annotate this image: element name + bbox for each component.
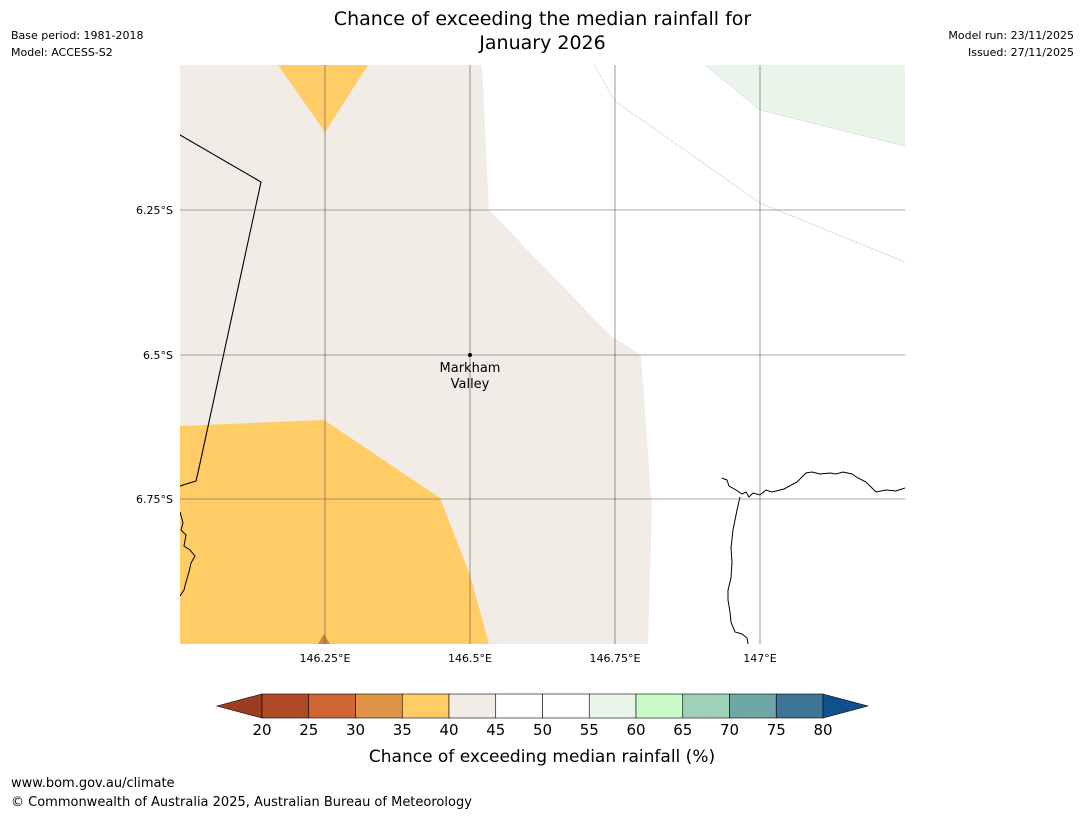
colorbar-tick-label: 40 <box>439 721 458 739</box>
base-period: Base period: 1981-2018 <box>11 29 144 42</box>
lon-label: 146.75°E <box>590 652 641 665</box>
colorbar-tick-label: 50 <box>533 721 552 739</box>
colorbar-tick-label: 25 <box>299 721 318 739</box>
model-run: Model run: 23/11/2025 <box>948 29 1074 42</box>
title-line-1: Chance of exceeding the median rainfall … <box>333 8 752 30</box>
colorbar-tick-label: 55 <box>580 721 599 739</box>
colorbar-tick-label: 80 <box>813 721 832 739</box>
colorbar-band <box>308 693 356 719</box>
region-30-35 <box>318 634 330 644</box>
region-35-40-north <box>278 65 368 132</box>
footer: www.bom.gov.au/climate © Commonwealth of… <box>11 774 472 812</box>
colorbar-band <box>635 693 684 719</box>
issued-date: Issued: 27/11/2025 <box>967 46 1074 59</box>
colorbar-band <box>261 693 310 719</box>
lat-label: 6.75°S <box>136 493 173 506</box>
model-name: Model: ACCESS-S2 <box>11 46 113 59</box>
lon-label: 147°E <box>743 652 776 665</box>
coastline-east <box>721 471 905 644</box>
colorbar-tick-label: 65 <box>673 721 692 739</box>
footer-url: www.bom.gov.au/climate <box>11 776 175 791</box>
chart-title: Chance of exceeding the median rainfall … <box>0 7 1085 55</box>
colorbar-tick-label: 35 <box>393 721 412 739</box>
border-line <box>180 134 262 487</box>
lat-label: 6.25°S <box>136 204 173 217</box>
contour-line <box>593 65 905 263</box>
lon-label: 146.5°E <box>448 652 492 665</box>
colorbar-low-extend <box>215 693 263 719</box>
colorbar-tick-label: 45 <box>486 721 505 739</box>
footer-copyright: © Commonwealth of Australia 2025, Austra… <box>11 795 472 810</box>
region-55-60 <box>705 65 905 146</box>
meta-right: Model run: 23/11/2025 Issued: 27/11/2025 <box>948 27 1074 61</box>
meta-left: Base period: 1981-2018 Model: ACCESS-S2 <box>11 27 143 61</box>
colorbar-high-extend <box>822 693 870 719</box>
place-label-line-1: Markham <box>440 361 501 376</box>
colorbar-band <box>448 693 497 719</box>
place-marker <box>468 353 472 357</box>
colorbar-tick-label: 60 <box>626 721 645 739</box>
colorbar-tick-label: 70 <box>720 721 739 739</box>
coastline-west <box>180 511 196 597</box>
colorbar-band <box>401 693 450 719</box>
lon-label: 146.25°E <box>300 652 351 665</box>
colorbar-band <box>588 693 637 719</box>
colorbar-tick-label: 30 <box>346 721 365 739</box>
place-label-line-2: Valley <box>451 377 490 392</box>
colorbar-band <box>729 693 777 719</box>
colorbar-band <box>495 693 543 719</box>
colorbar-tick-label: 75 <box>767 721 786 739</box>
title-line-2: January 2026 <box>479 32 606 54</box>
region-35-40-south <box>180 420 489 644</box>
lat-label: 6.5°S <box>143 349 173 362</box>
colorbar-band <box>682 693 730 719</box>
colorbar-band <box>775 693 824 719</box>
colorbar-label: Chance of exceeding median rainfall (%) <box>369 747 715 767</box>
colorbar-tick-label: 20 <box>252 721 271 739</box>
colorbar-band <box>542 693 590 719</box>
colorbar-band <box>355 693 403 719</box>
